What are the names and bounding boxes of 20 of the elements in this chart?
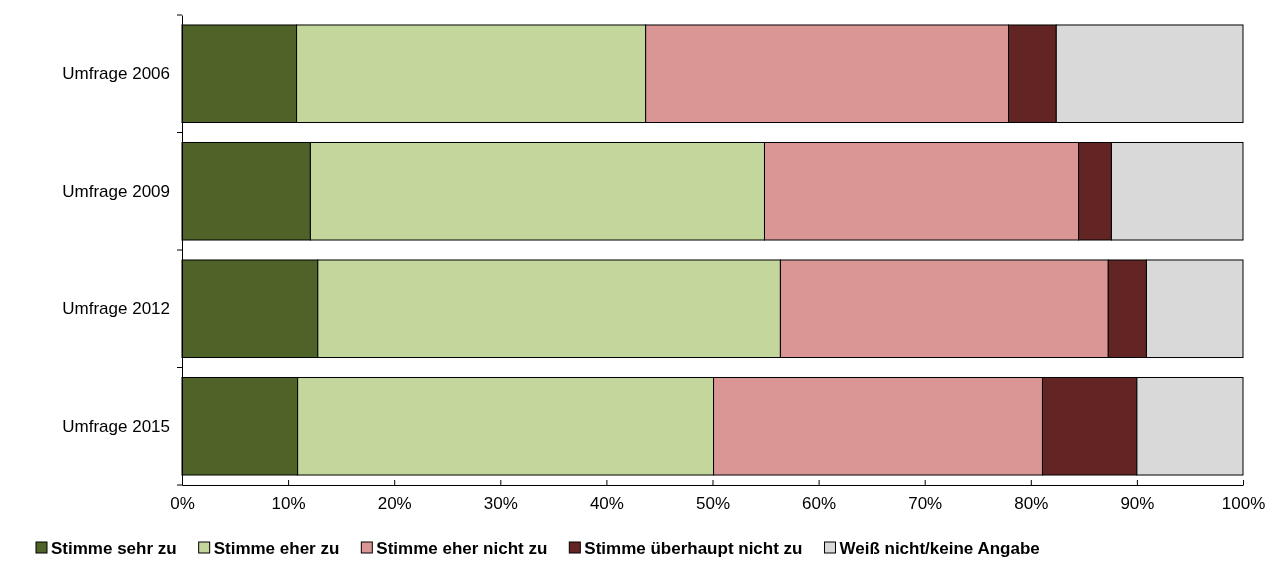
x-tick-label: 40% (589, 494, 624, 514)
x-tick-label: 20% (377, 494, 412, 514)
y-tick-label: Umfrage 2012 (62, 299, 170, 319)
legend-label: Stimme eher nicht zu (376, 539, 548, 558)
x-tick-label: 10% (271, 494, 306, 514)
x-tick-label: 80% (1014, 494, 1049, 514)
legend-label: Stimme überhaupt nicht zu (584, 539, 803, 558)
x-tick-label: 30% (483, 494, 518, 514)
x-tick-label: 50% (695, 494, 731, 514)
y-tick-label: Umfrage 2015 (62, 416, 170, 436)
x-tick-label: 0% (170, 494, 195, 514)
legend-label: Stimme sehr zu (51, 539, 177, 558)
x-tick-label: 60% (802, 494, 837, 514)
x-tick-label: 90% (1120, 494, 1155, 514)
legend-label: Stimme eher zu (213, 539, 340, 558)
x-tick-label: 70% (908, 494, 943, 514)
y-tick-label: Umfrage 2009 (62, 181, 170, 201)
x-tick-label: 100% (1221, 494, 1266, 514)
y-tick-label: Umfrage 2006 (62, 64, 170, 84)
legend-label: Weiß nicht/keine Angabe (839, 539, 1040, 558)
